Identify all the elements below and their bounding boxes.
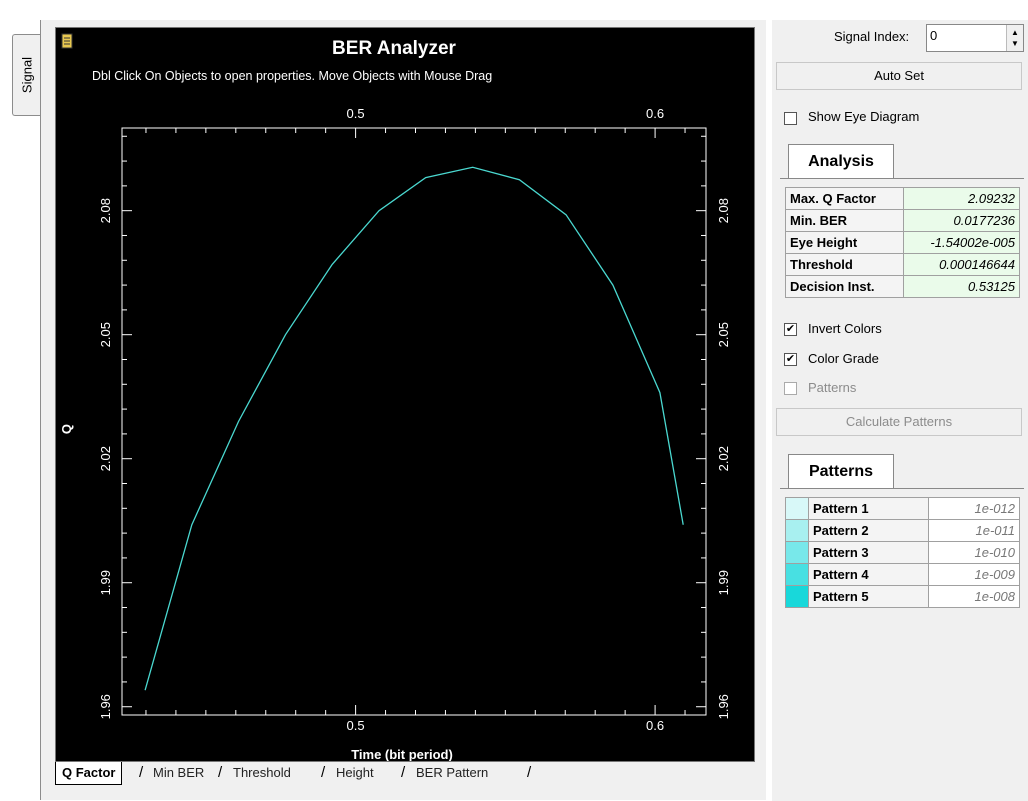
tab-min-ber[interactable]: Min BER	[153, 765, 205, 780]
y-tick-label-left: 1.96	[98, 694, 113, 719]
table-row: Pattern 1 1e-012	[785, 497, 1020, 520]
analysis-key: Max. Q Factor	[785, 187, 904, 210]
tab-separator: /	[401, 764, 406, 781]
table-row: Pattern 2 1e-011	[785, 519, 1020, 542]
analysis-key: Decision Inst.	[785, 275, 904, 298]
chart-tab-strip: Q Factor / Min BER / Threshold / Height …	[55, 762, 753, 786]
calculate-patterns-button[interactable]: Calculate Patterns	[776, 408, 1022, 436]
x-tick-label-top: 0.6	[646, 106, 664, 121]
pattern-color-swatch[interactable]	[785, 585, 809, 608]
analysis-value[interactable]: 0.000146644	[902, 253, 1021, 276]
pattern-value[interactable]: 1e-010	[927, 541, 1020, 564]
q-factor-series-line[interactable]	[144, 166, 684, 691]
tab-ber-pattern[interactable]: BER Pattern	[416, 765, 489, 780]
signal-index-label: Signal Index:	[834, 29, 910, 44]
table-row: Eye Height -1.54002e-005	[785, 231, 1021, 254]
analysis-value[interactable]: 0.53125	[902, 275, 1021, 298]
table-row: Min. BER 0.0177236	[785, 209, 1021, 232]
y-axis-label: Q	[59, 424, 74, 434]
plot-area-border	[121, 127, 707, 716]
pattern-value[interactable]: 1e-008	[927, 585, 1020, 608]
analysis-value[interactable]: 2.09232	[902, 187, 1021, 210]
y-tick-label-left: 1.99	[98, 570, 113, 595]
tab-height[interactable]: Height	[336, 765, 374, 780]
show-eye-diagram-label: Show Eye Diagram	[808, 109, 920, 124]
tab-separator: /	[321, 764, 326, 781]
analysis-table: Max. Q Factor 2.09232 Min. BER 0.0177236 E…	[785, 187, 1021, 298]
signal-index-spinner[interactable]: 0 ▲ ▼	[926, 24, 1024, 52]
ber-analyzer-chart[interactable]: BER Analyzer Dbl Click On Objects to ope…	[55, 27, 755, 762]
x-axis-label: Time (bit period)	[351, 747, 453, 761]
tab-separator: /	[139, 764, 144, 781]
analysis-key: Eye Height	[785, 231, 904, 254]
pattern-name: Pattern 1	[808, 497, 929, 520]
patterns-checkbox[interactable]	[784, 382, 797, 395]
color-grade-checkbox[interactable]: ✔	[784, 353, 797, 366]
signal-side-tab-label: Signal	[19, 56, 34, 94]
invert-colors-checkbox[interactable]: ✔	[784, 323, 797, 336]
pattern-name: Pattern 5	[808, 585, 929, 608]
y-tick-label-right: 1.96	[716, 694, 731, 719]
auto-set-button[interactable]: Auto Set	[776, 62, 1022, 90]
pattern-name: Pattern 3	[808, 541, 929, 564]
table-row: Pattern 4 1e-009	[785, 563, 1020, 586]
y-tick-label-right: 2.08	[716, 198, 731, 223]
chart-title: BER Analyzer	[332, 38, 456, 59]
invert-colors-label: Invert Colors	[808, 321, 882, 336]
pattern-name: Pattern 2	[808, 519, 929, 542]
pattern-color-swatch[interactable]	[785, 519, 809, 542]
y-tick-label-left: 2.08	[98, 198, 113, 223]
table-row: Pattern 5 1e-008	[785, 585, 1020, 608]
y-tick-label-right: 2.02	[716, 446, 731, 471]
chart-svg[interactable]: BER Analyzer Dbl Click On Objects to ope…	[56, 28, 754, 761]
axis-ticks	[122, 128, 706, 715]
tab-q-factor[interactable]: Q Factor	[55, 762, 123, 785]
y-tick-label-left: 2.02	[98, 446, 113, 471]
pattern-value[interactable]: 1e-012	[927, 497, 1020, 520]
show-eye-diagram-checkbox[interactable]	[784, 112, 797, 125]
right-panel: Signal Index: 0 ▲ ▼ Auto Set Show Eye Di…	[772, 20, 1028, 801]
analysis-value[interactable]: -1.54002e-005	[902, 231, 1021, 254]
y-tick-label-left: 2.05	[98, 322, 113, 347]
pattern-value[interactable]: 1e-009	[927, 563, 1020, 586]
pattern-color-swatch[interactable]	[785, 563, 809, 586]
pattern-name: Pattern 4	[808, 563, 929, 586]
tab-analysis[interactable]: Analysis	[788, 144, 894, 179]
analysis-key: Min. BER	[785, 209, 904, 232]
table-row: Decision Inst. 0.53125	[785, 275, 1021, 298]
x-tick-label-top: 0.5	[347, 106, 365, 121]
spin-up-icon[interactable]: ▲	[1011, 28, 1019, 37]
tab-separator: /	[527, 764, 532, 781]
analysis-key: Threshold	[785, 253, 904, 276]
signal-index-value[interactable]: 0	[930, 28, 938, 43]
patterns-table: Pattern 1 1e-012 Pattern 2 1e-011 Pattern …	[785, 497, 1020, 608]
patterns-label: Patterns	[808, 380, 857, 395]
table-row: Pattern 3 1e-010	[785, 541, 1020, 564]
axis-tick-labels: 0.5 0.5 0.6 0.6 1.96 1.96 1.99 1.99 2.02 2.02 2.05…	[98, 106, 731, 733]
chart-icon	[61, 33, 73, 49]
pattern-color-swatch[interactable]	[785, 541, 809, 564]
signal-side-tab[interactable]: Signal	[12, 34, 40, 116]
table-row: Max. Q Factor 2.09232	[785, 187, 1021, 210]
spin-down-icon[interactable]: ▼	[1011, 39, 1019, 48]
analysis-value[interactable]: 0.0177236	[902, 209, 1021, 232]
chart-subtitle: Dbl Click On Objects to open properties.…	[92, 69, 492, 83]
tab-patterns[interactable]: Patterns	[788, 454, 894, 489]
y-tick-label-right: 1.99	[716, 570, 731, 595]
y-tick-label-right: 2.05	[716, 322, 731, 347]
pattern-value[interactable]: 1e-011	[927, 519, 1020, 542]
tab-threshold[interactable]: Threshold	[233, 765, 291, 780]
color-grade-label: Color Grade	[808, 351, 879, 366]
pattern-color-swatch[interactable]	[785, 497, 809, 520]
tab-separator: /	[218, 764, 223, 781]
x-tick-label-bottom: 0.6	[646, 718, 664, 733]
table-row: Threshold 0.000146644	[785, 253, 1021, 276]
x-tick-label-bottom: 0.5	[347, 718, 365, 733]
